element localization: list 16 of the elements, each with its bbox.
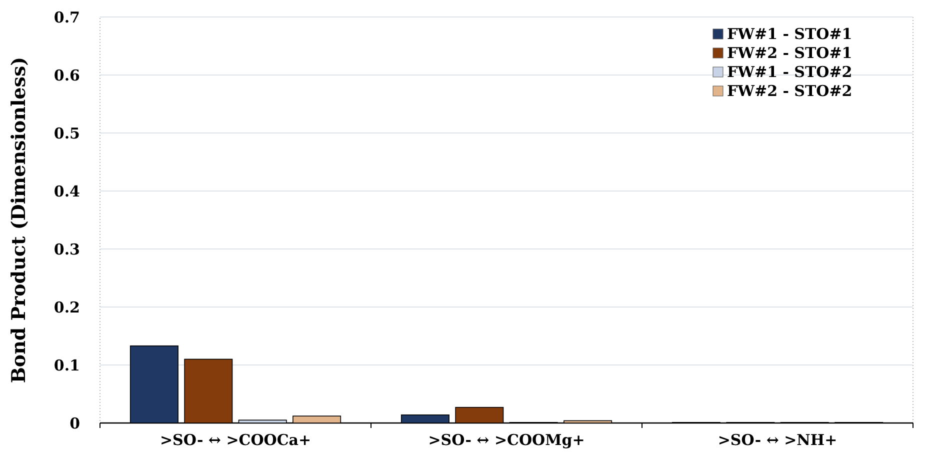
x-tick-label: >SO- ↔ >NH+ [718,431,838,449]
legend-label: FW#1 - STO#2 [727,63,852,81]
legend-label: FW#2 - STO#1 [727,44,852,62]
legend-label: FW#2 - STO#2 [727,82,852,100]
legend-label: FW#1 - STO#1 [727,25,852,43]
y-tick-label: 0.3 [54,240,80,258]
y-tick-label: 0 [70,414,80,432]
y-tick-label: 0.6 [54,66,80,84]
x-tick-label: >SO- ↔ >COOCa+ [160,431,312,449]
y-tick-label: 0.2 [54,298,80,316]
x-tick-label: >SO- ↔ >COOMg+ [428,431,585,449]
y-tick-label: 0.5 [54,124,80,142]
y-tick-label: 0.4 [54,182,80,200]
y-axis-title: Bond Product (Dimensionless) [8,56,30,384]
y-tick-label: 0.1 [54,356,80,374]
y-tick-label: 0.7 [54,8,80,26]
